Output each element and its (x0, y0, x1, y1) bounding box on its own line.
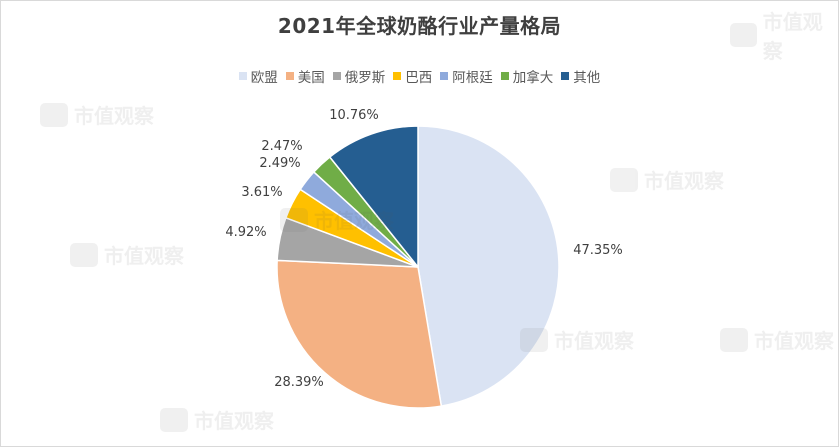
data-label: 4.92% (225, 225, 266, 240)
pie-slice (328, 125, 419, 270)
chart-title: 2021年全球奶酪行业产量格局 (277, 14, 562, 38)
data-label: 3.61% (241, 185, 282, 200)
legend-item: 巴西 (393, 66, 432, 86)
data-label: 28.39% (274, 375, 324, 390)
legend-label: 阿根廷 (452, 70, 493, 86)
data-label: 47.35% (573, 243, 623, 258)
data-label: 10.76% (329, 108, 379, 123)
legend-label: 加拿大 (512, 70, 554, 86)
pie-slice (417, 125, 560, 407)
legend-item: 欧盟 (238, 66, 278, 86)
legend-item: 阿根廷 (440, 66, 493, 86)
legend-label: 其他 (573, 70, 601, 86)
legend-item: 俄罗斯 (332, 66, 386, 86)
chart-legend: 欧盟 美国 俄罗斯 巴西 阿根廷 加拿大 其他 (0, 66, 839, 86)
legend-item: 加拿大 (500, 66, 554, 86)
legend-swatch (500, 72, 509, 80)
legend-swatch (285, 72, 294, 80)
legend-item: 其他 (561, 66, 600, 86)
data-label: 2.49% (259, 156, 300, 171)
legend-swatch (332, 72, 341, 80)
legend-swatch (393, 72, 402, 80)
legend-label: 俄罗斯 (344, 70, 386, 86)
legend-item: 美国 (285, 66, 325, 86)
legend-swatch (238, 72, 247, 80)
data-label: 2.47% (261, 139, 302, 154)
legend-label: 美国 (297, 70, 325, 86)
legend-label: 巴西 (405, 70, 433, 86)
pie-slice (276, 259, 443, 409)
legend-swatch (440, 72, 449, 80)
legend-label: 欧盟 (250, 70, 278, 86)
legend-swatch (561, 72, 570, 80)
